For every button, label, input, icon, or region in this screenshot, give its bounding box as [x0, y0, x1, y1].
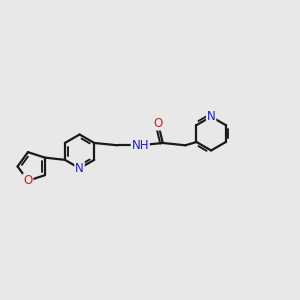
- Text: N: N: [75, 162, 84, 175]
- Text: O: O: [153, 117, 163, 130]
- Text: O: O: [23, 174, 33, 187]
- Text: N: N: [207, 110, 215, 123]
- Text: NH: NH: [131, 139, 149, 152]
